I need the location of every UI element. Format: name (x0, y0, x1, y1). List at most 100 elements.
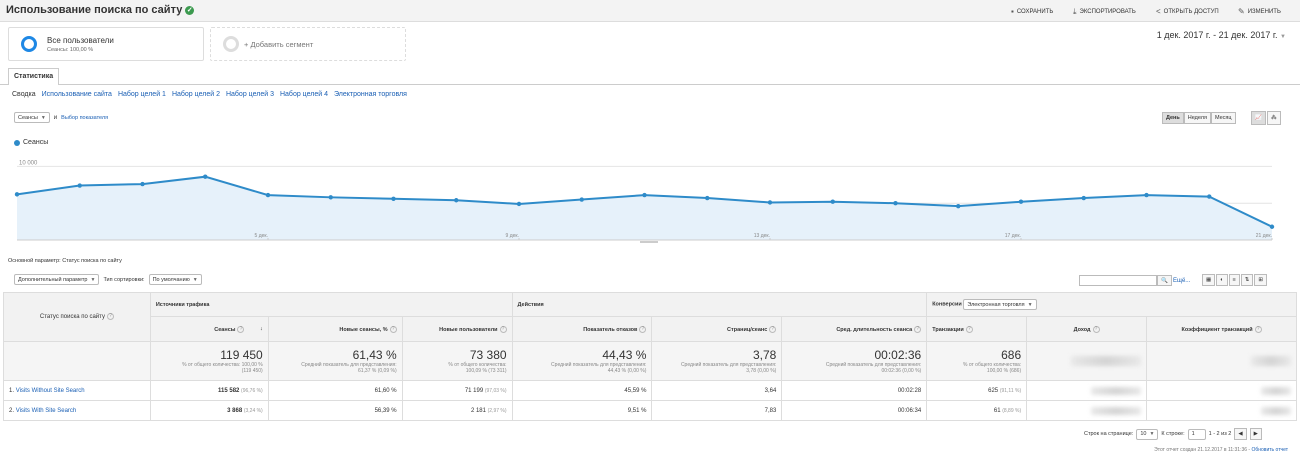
line-chart-icon[interactable]: 📈 (1251, 111, 1266, 125)
period-day-button[interactable]: День (1162, 112, 1184, 124)
table-search-input[interactable] (1079, 275, 1157, 286)
total-transactions: 686% от общего количества: 100,00 % (686) (926, 341, 1028, 381)
total-revenue-blurred (1026, 341, 1148, 381)
subnav-goals-2[interactable]: Набор целей 2 (171, 91, 220, 98)
col-revenue[interactable]: Доход? (1026, 316, 1148, 342)
chevron-down-icon: ▼ (1027, 301, 1033, 308)
save-button[interactable]: ▪ СОХРАНИТЬ (1011, 7, 1054, 16)
empty-segment-icon (223, 36, 239, 52)
row-dimension: 2. Visits With Site Search (3, 400, 151, 421)
report-table: Статус поиска по сайту? Источники трафик… (3, 292, 1297, 421)
data-point (516, 201, 522, 207)
period-week-button[interactable]: Неделя (1183, 112, 1211, 124)
performance-view-icon[interactable]: ≡ (1228, 274, 1240, 286)
motion-chart-icon[interactable]: ⁂ (1267, 111, 1281, 125)
tab-divider (0, 84, 1300, 85)
add-segment-label: + Добавить сегмент (244, 40, 314, 49)
help-icon[interactable]: ? (965, 325, 973, 333)
metric-select[interactable]: Сеансы ▼ (14, 112, 50, 123)
data-point (893, 201, 898, 206)
segment-title: Все пользователи (47, 36, 114, 45)
edit-button[interactable]: ✎ ИЗМЕНИТЬ (1238, 7, 1281, 16)
data-point (203, 174, 208, 179)
refresh-report-link[interactable]: Обновить отчет (1251, 447, 1289, 453)
help-icon[interactable]: ? (237, 325, 245, 333)
data-point (1207, 194, 1212, 199)
data-point (454, 198, 459, 203)
col-new-users[interactable]: Новые пользователи? (401, 316, 513, 342)
col-new-sessions[interactable]: Новые сеансы, %? (267, 316, 403, 342)
help-icon[interactable]: ? (499, 325, 507, 333)
x-tick-label: 5 дек. (255, 233, 268, 239)
share-button[interactable]: < ОТКРЫТЬ ДОСТУП (1156, 7, 1219, 16)
report-footer: Этот отчет создан 21.12.2017 в 11:31:36 … (1154, 447, 1288, 453)
data-point (140, 181, 145, 187)
segment-subtitle: Сеансы: 100,00 % (47, 47, 94, 53)
secondary-dimension-select[interactable]: Дополнительный параметр ▼ (14, 274, 100, 285)
col-avg-duration[interactable]: Сред. длительность сеанса? (781, 316, 928, 342)
dimension-header[interactable]: Статус поиска по сайту? (3, 292, 151, 342)
add-segment-button[interactable]: + Добавить сегмент (210, 27, 406, 61)
col-transactions[interactable]: Транзакции? (926, 316, 1028, 342)
search-icon[interactable]: 🔍 (1157, 275, 1172, 286)
subnav-ecommerce[interactable]: Электронная торговля (334, 91, 407, 98)
subnav-goals-3[interactable]: Набор целей 3 (225, 91, 274, 98)
table-row: 2. Visits With Site Search 3 868 (3,24 %… (3, 400, 1297, 421)
total-avg-duration: 00:02:36 Средний показатель для представл… (781, 341, 928, 381)
row-dimension: 1. Visits Without Site Search (3, 380, 151, 401)
top-bar (0, 0, 1300, 22)
help-icon[interactable]: ? (914, 325, 922, 333)
data-point (956, 203, 961, 209)
table-row: 1. Visits Without Site Search 115 582 (9… (3, 380, 1297, 401)
row-link-with-search[interactable]: Visits With Site Search (15, 407, 77, 414)
col-transaction-rate[interactable]: Коэффициент транзакций? (1146, 316, 1297, 342)
data-point (77, 183, 82, 188)
pager: Строк на странице: 10 ▼ К строке: 1 1 - 2… (1084, 428, 1262, 440)
pie-view-icon[interactable]: ◐ (1216, 274, 1228, 286)
sort-type-label: Тип сортировки: (103, 276, 145, 283)
rows-per-page-select[interactable]: 10 ▼ (1136, 428, 1159, 440)
download-icon: ⤓ (1073, 7, 1077, 16)
save-icon: ▪ (1011, 7, 1014, 16)
segment-all-users[interactable]: Все пользователи Сеансы: 100,00 % (8, 27, 204, 61)
pivot-view-icon[interactable]: ⊞ (1254, 274, 1267, 286)
x-tick-label: 17 дек. (1005, 233, 1021, 239)
col-sessions[interactable]: Сеансы? ↓ (149, 316, 269, 342)
data-point (1269, 224, 1275, 229)
period-month-button[interactable]: Месяц (1210, 112, 1236, 124)
sort-type-select[interactable]: По умолчанию ▼ (148, 274, 202, 285)
area-fill (17, 176, 1272, 240)
data-point (391, 196, 396, 201)
chevron-down-icon: ▼ (40, 114, 46, 121)
subnav-goals-1[interactable]: Набор целей 1 (117, 91, 166, 98)
data-point (767, 200, 773, 205)
row-link-without-search[interactable]: Visits Without Site Search (15, 387, 85, 394)
data-point (642, 192, 647, 198)
subnav-site-usage[interactable]: Использование сайта (41, 91, 112, 98)
help-icon[interactable]: ? (1254, 325, 1262, 333)
goto-row-input[interactable]: 1 (1187, 428, 1206, 440)
help-icon[interactable]: ? (769, 325, 777, 333)
help-icon[interactable]: ? (389, 325, 397, 333)
more-options-link[interactable]: Ещё... (1173, 278, 1191, 284)
help-icon[interactable]: ? (1092, 325, 1100, 333)
export-button[interactable]: ⤓ ЭКСПОРТИРОВАТЬ (1073, 7, 1136, 16)
tab-statistics[interactable]: Статистика (8, 68, 59, 85)
col-pages-per-session[interactable]: Страниц/сеанс? (651, 316, 783, 342)
sort-arrow-icon: ↓ (259, 326, 263, 333)
data-point (579, 197, 584, 202)
prev-page-icon[interactable]: ◀ (1234, 428, 1247, 440)
table-view-icon[interactable]: ▦ (1202, 274, 1216, 286)
help-icon[interactable]: ? (639, 325, 647, 333)
comparison-view-icon[interactable]: ⇅ (1240, 274, 1254, 286)
chart-legend: Сеансы (14, 139, 48, 146)
next-page-icon[interactable]: ▶ (1249, 428, 1262, 440)
help-icon[interactable]: ? (106, 313, 114, 321)
col-bounce-rate[interactable]: Показатель отказов? (511, 316, 653, 342)
conversion-select[interactable]: Электронная торговля ▼ (963, 299, 1037, 310)
subnav-summary[interactable]: Сводка (12, 91, 36, 98)
choose-metric-link[interactable]: Выбор показателя (61, 114, 109, 121)
date-range-picker[interactable]: 1 дек. 2017 г. - 21 дек. 2017 г. ▼ (1156, 30, 1286, 40)
subnav-goals-4[interactable]: Набор целей 4 (279, 91, 328, 98)
